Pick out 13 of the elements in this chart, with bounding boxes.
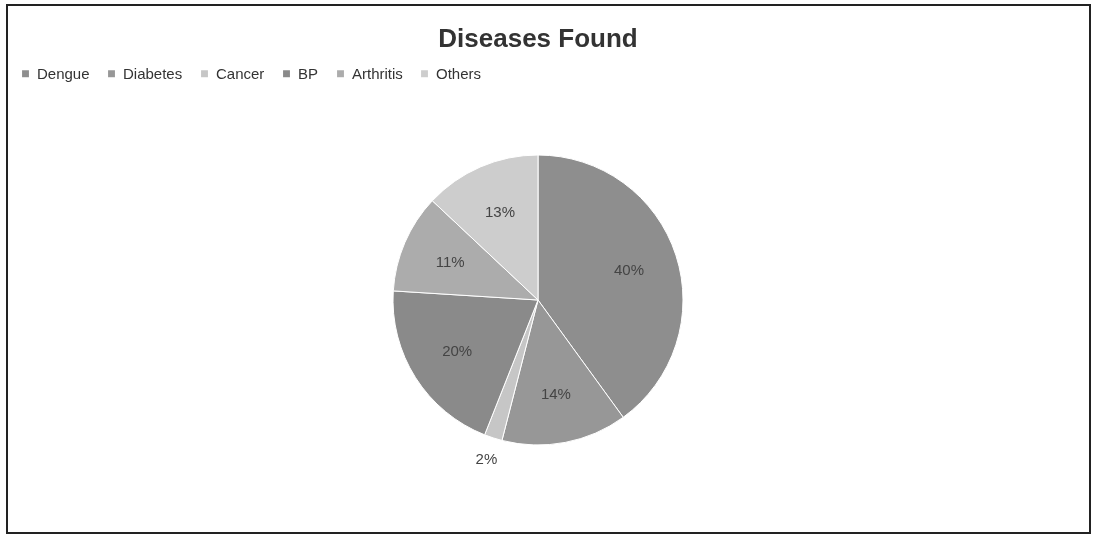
legend-label: Diabetes bbox=[123, 64, 183, 82]
data-label: 11% bbox=[435, 252, 465, 270]
legend-label: BP bbox=[298, 64, 319, 82]
legend-label: Cancer bbox=[216, 64, 265, 82]
legend-label: Dengue bbox=[37, 64, 90, 82]
data-label: 13% bbox=[484, 203, 516, 221]
chart-title: Diseases Found bbox=[438, 23, 638, 53]
data-label: 14% bbox=[540, 385, 571, 402]
data-label: 20% bbox=[442, 342, 473, 360]
data-label: 40% bbox=[614, 261, 645, 279]
legend-label: Others bbox=[436, 64, 482, 82]
data-label: 2% bbox=[475, 449, 498, 467]
legend-label: Arthritis bbox=[352, 64, 403, 82]
